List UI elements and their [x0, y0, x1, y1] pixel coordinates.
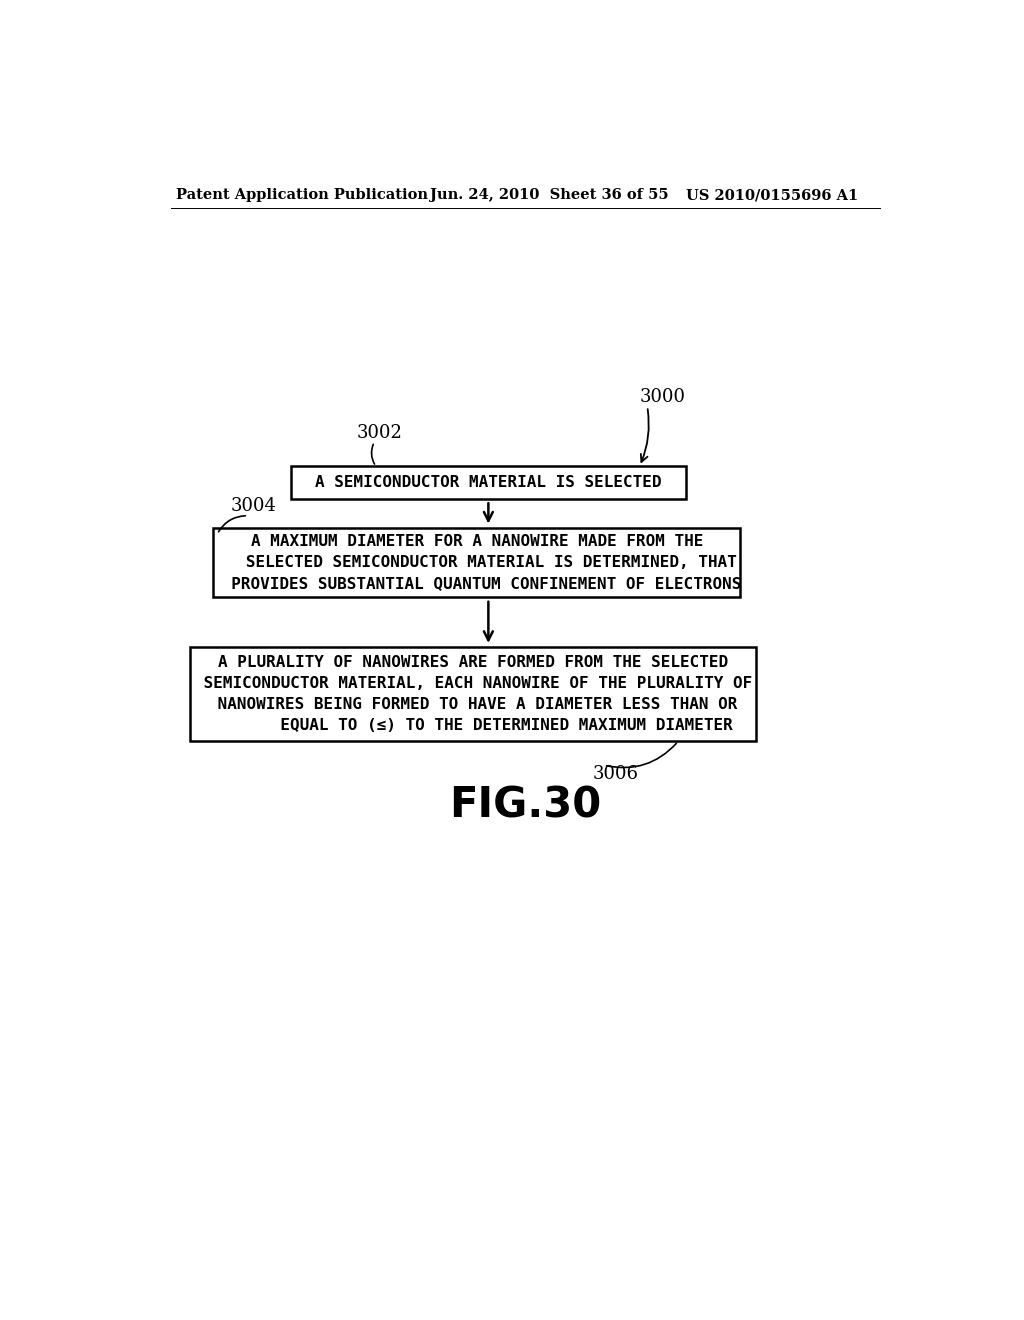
Text: 3000: 3000: [640, 388, 685, 407]
Bar: [291, 466, 686, 499]
Text: A MAXIMUM DIAMETER FOR A NANOWIRE MADE FROM THE
   SELECTED SEMICONDUCTOR MATERI: A MAXIMUM DIAMETER FOR A NANOWIRE MADE F…: [212, 535, 741, 591]
Bar: [190, 647, 756, 742]
Text: FIG.30: FIG.30: [449, 784, 601, 826]
Text: 3006: 3006: [593, 766, 639, 783]
Bar: [213, 528, 740, 598]
Text: A PLURALITY OF NANOWIRES ARE FORMED FROM THE SELECTED
 SEMICONDUCTOR MATERIAL, E: A PLURALITY OF NANOWIRES ARE FORMED FROM…: [194, 655, 752, 734]
Text: Patent Application Publication: Patent Application Publication: [176, 189, 428, 202]
Text: US 2010/0155696 A1: US 2010/0155696 A1: [686, 189, 858, 202]
Text: 3004: 3004: [231, 498, 276, 515]
Text: Jun. 24, 2010  Sheet 36 of 55: Jun. 24, 2010 Sheet 36 of 55: [430, 189, 669, 202]
Text: A SEMICONDUCTOR MATERIAL IS SELECTED: A SEMICONDUCTOR MATERIAL IS SELECTED: [315, 475, 662, 490]
Text: 3002: 3002: [356, 424, 402, 442]
